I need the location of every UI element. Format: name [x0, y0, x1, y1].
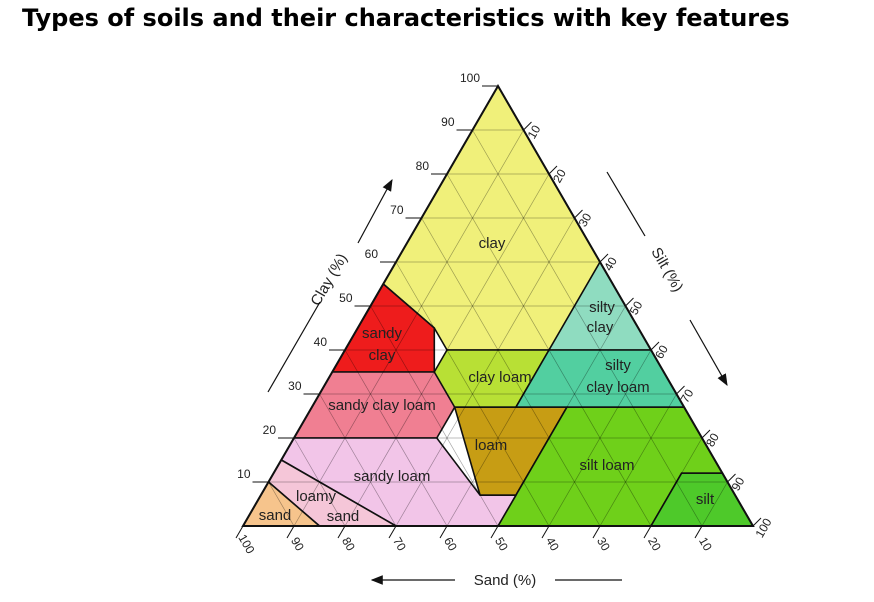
clay-tick-label: 30	[288, 379, 302, 393]
sand-tick-mark	[337, 525, 346, 539]
region-label: loamy	[296, 488, 337, 505]
silt-tick-mark	[574, 209, 583, 219]
grid-line-silt	[599, 393, 677, 527]
silt-tick-label: 40	[601, 254, 620, 273]
silt-tick-label: 60	[652, 342, 671, 361]
sand-tick-mark	[286, 525, 295, 539]
grid-line-sand	[293, 437, 346, 527]
clay-tick-label: 60	[365, 247, 379, 261]
region-label: sandy loam	[354, 468, 431, 485]
silt-tick-label: 30	[576, 210, 595, 229]
grid-line-silt	[344, 173, 550, 527]
sand-tick-label: 70	[390, 535, 409, 554]
grid-line-sand	[395, 261, 550, 527]
clay-tick-label: 10	[237, 467, 251, 481]
sand-tick-mark	[694, 525, 703, 539]
silt-tick-label: 80	[703, 430, 722, 449]
grid-line-sand	[370, 305, 499, 527]
silt-tick-label: 70	[678, 386, 697, 405]
region-label: sandy clay loam	[328, 397, 436, 414]
clay-axis-arrow	[357, 178, 393, 244]
silt-tick-mark	[701, 429, 711, 439]
sand-tick-label: 20	[645, 535, 664, 554]
sand-tick-label: 50	[492, 535, 511, 554]
sand-tick-mark	[235, 525, 244, 539]
clay-tick-label: 40	[314, 335, 328, 349]
sand-tick-mark	[490, 525, 499, 539]
grid-line-silt	[293, 129, 524, 527]
grid-line-sand	[319, 393, 397, 527]
grid-line-sand	[472, 129, 703, 527]
silt-tick-label: 100	[752, 516, 774, 541]
clay-tick-label: 90	[441, 115, 455, 129]
sand-tick-label: 100	[235, 532, 257, 557]
page-title: Types of soils and their characteristics…	[22, 4, 790, 32]
silt-tick-label: 10	[525, 122, 544, 141]
sand-tick-label: 80	[339, 535, 358, 554]
sand-tick-label: 30	[594, 535, 613, 554]
silt-tick-label: 20	[550, 166, 569, 185]
region-label: sandy	[362, 325, 403, 342]
grid-line-silt	[497, 305, 626, 527]
region-label: clay	[369, 347, 396, 364]
silt-axis-arrow	[689, 319, 728, 387]
grid-line-sand	[446, 173, 652, 527]
region-label: loam	[475, 437, 508, 454]
grid-line-silt	[650, 437, 703, 527]
labels-layer: clay silty clay sandy clay clay loam silty clay…	[259, 235, 715, 525]
ticks-layer: 10 20 30 40 50 60 70 80 90 100 10 20 30 40 50 60 70 80 90 1…	[235, 71, 774, 556]
silt-tick-mark	[752, 517, 762, 527]
grid-line-silt	[548, 349, 652, 527]
grid-line-sand	[421, 217, 601, 527]
region-label: silty	[605, 357, 631, 374]
silt-axis-title: Silt (%)	[647, 245, 686, 295]
silt-tick-label: 50	[627, 298, 646, 317]
region-label: sand	[259, 507, 292, 524]
clay-axis-line	[267, 301, 321, 393]
region-label: silt loam	[579, 457, 634, 474]
clay-tick-label: 80	[416, 159, 430, 173]
grid-line-silt	[446, 261, 601, 527]
sand-tick-mark	[592, 525, 601, 539]
regions-layer	[241, 84, 755, 527]
sand-tick-mark	[643, 525, 652, 539]
region-label: silt	[696, 491, 715, 508]
region-label: clay	[587, 319, 614, 336]
clay-tick-label: 100	[460, 71, 480, 85]
clay-tick-label: 50	[339, 291, 353, 305]
clay-tick-label: 70	[390, 203, 404, 217]
sand-tick-mark	[439, 525, 448, 539]
silt-axis-line	[606, 171, 646, 237]
region-label: sand	[327, 508, 360, 525]
grid-line-sand	[344, 349, 448, 527]
region-label: clay loam	[468, 369, 531, 386]
region-label: clay loam	[586, 379, 649, 396]
sand-tick-label: 60	[441, 535, 460, 554]
silt-tick-label: 90	[729, 474, 748, 493]
silt-tick-mark	[625, 297, 634, 307]
sand-tick-label: 10	[696, 535, 715, 554]
silt-tick-mark	[676, 385, 685, 395]
sand-tick-mark	[388, 525, 397, 539]
sand-tick-mark	[541, 525, 550, 539]
region-label: silty	[589, 299, 615, 316]
clay-tick-label: 20	[263, 423, 277, 437]
silt-tick-mark	[548, 165, 558, 175]
grid-line-sand	[268, 481, 295, 527]
silt-tick-mark	[523, 121, 532, 131]
grid-line-silt	[701, 481, 728, 527]
region-label: clay	[479, 235, 506, 252]
silt-tick-mark	[599, 253, 609, 263]
sand-tick-label: 90	[288, 535, 307, 554]
sand-axis-title: Sand (%)	[474, 572, 537, 589]
silt-tick-mark	[727, 473, 736, 483]
silt-tick-mark	[650, 341, 660, 351]
grid-line-silt	[395, 217, 575, 527]
sand-tick-label: 40	[543, 535, 562, 554]
